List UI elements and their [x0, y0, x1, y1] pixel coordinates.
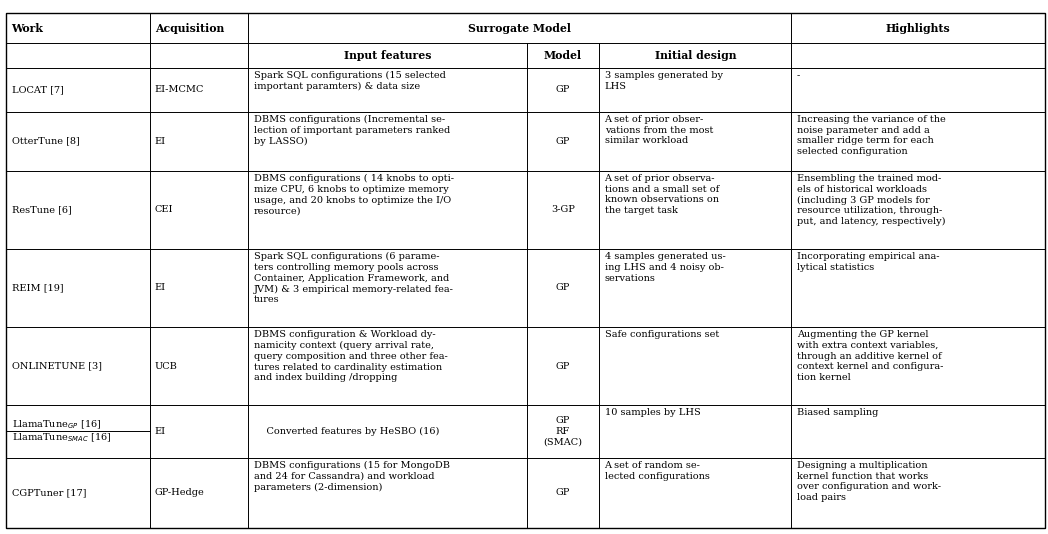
Text: Spark SQL configurations (6 parame-
ters controlling memory pools across
Contain: Spark SQL configurations (6 parame- ters…	[254, 252, 454, 304]
Text: Increasing the variance of the
noise parameter and add a
smaller ridge term for : Increasing the variance of the noise par…	[796, 115, 945, 156]
Text: CGPTuner [17]: CGPTuner [17]	[12, 488, 86, 497]
Text: Designing a multiplication
kernel function that works
over configuration and wor: Designing a multiplication kernel functi…	[796, 461, 941, 502]
Text: A set of prior observa-
tions and a small set of
known observations on
the targe: A set of prior observa- tions and a smal…	[605, 174, 719, 215]
Text: UCB: UCB	[155, 362, 178, 371]
Text: EI: EI	[155, 284, 166, 293]
Text: EI: EI	[155, 427, 166, 436]
Text: A set of random se-
lected configurations: A set of random se- lected configuration…	[605, 461, 709, 481]
Text: GP: GP	[555, 488, 570, 497]
Text: DBMS configurations ( 14 knobs to opti-
mize CPU, 6 knobs to optimize memory
usa: DBMS configurations ( 14 knobs to opti- …	[254, 174, 454, 215]
Text: A set of prior obser-
vations from the most
similar workload: A set of prior obser- vations from the m…	[605, 115, 713, 145]
Text: -: -	[796, 71, 800, 80]
Text: GP: GP	[555, 284, 570, 293]
Text: GP: GP	[555, 85, 570, 94]
Text: Ensembling the trained mod-
els of historical workloads
(including 3 GP models f: Ensembling the trained mod- els of histo…	[796, 174, 945, 226]
Text: LlamaTune$_{GP}$ [16]: LlamaTune$_{GP}$ [16]	[12, 419, 101, 431]
Text: Surrogate Model: Surrogate Model	[468, 23, 571, 34]
Text: Work: Work	[12, 23, 43, 34]
Text: 3 samples generated by
LHS: 3 samples generated by LHS	[605, 71, 722, 91]
Text: LlamaTune$_{SMAC}$ [16]: LlamaTune$_{SMAC}$ [16]	[12, 431, 111, 444]
Text: ResTune [6]: ResTune [6]	[12, 205, 71, 214]
Text: Spark SQL configurations (15 selected
important paramters) & data size: Spark SQL configurations (15 selected im…	[254, 71, 445, 91]
Text: CEI: CEI	[155, 205, 173, 214]
Text: 4 samples generated us-
ing LHS and 4 noisy ob-
servations: 4 samples generated us- ing LHS and 4 no…	[605, 252, 725, 282]
Text: Incorporating empirical ana-
lytical statistics: Incorporating empirical ana- lytical sta…	[796, 252, 939, 272]
Text: GP: GP	[555, 137, 570, 146]
Text: LOCAT [7]: LOCAT [7]	[12, 85, 63, 94]
Text: 3-GP: 3-GP	[551, 205, 575, 214]
Text: REIM [19]: REIM [19]	[12, 284, 63, 293]
Text: Converted features by HeSBO (16): Converted features by HeSBO (16)	[254, 427, 439, 436]
Text: GP
RF
(SMAC): GP RF (SMAC)	[544, 416, 583, 446]
Text: EI-MCMC: EI-MCMC	[155, 85, 204, 94]
Text: GP-Hedge: GP-Hedge	[155, 488, 204, 497]
Text: Model: Model	[544, 50, 582, 61]
Text: EI: EI	[155, 137, 166, 146]
Text: Biased sampling: Biased sampling	[796, 409, 878, 418]
Text: DBMS configuration & Workload dy-
namicity context (query arrival rate,
query co: DBMS configuration & Workload dy- namici…	[254, 330, 447, 382]
Text: Initial design: Initial design	[655, 50, 736, 61]
Text: Highlights: Highlights	[886, 23, 951, 34]
Text: Safe configurations set: Safe configurations set	[605, 330, 719, 339]
Text: OtterTune [8]: OtterTune [8]	[12, 137, 80, 146]
Text: Input features: Input features	[344, 50, 431, 61]
Text: DBMS configurations (Incremental se-
lection of important parameters ranked
by L: DBMS configurations (Incremental se- lec…	[254, 115, 450, 146]
Text: Acquisition: Acquisition	[155, 23, 224, 34]
Text: DBMS configurations (15 for MongoDB
and 24 for Cassandra) and workload
parameter: DBMS configurations (15 for MongoDB and …	[254, 461, 450, 492]
Text: 10 samples by LHS: 10 samples by LHS	[605, 409, 700, 418]
Text: Augmenting the GP kernel
with extra context variables,
through an additive kerne: Augmenting the GP kernel with extra cont…	[796, 330, 943, 382]
Text: GP: GP	[555, 362, 570, 371]
Text: ONLINETUNE [3]: ONLINETUNE [3]	[12, 362, 102, 371]
